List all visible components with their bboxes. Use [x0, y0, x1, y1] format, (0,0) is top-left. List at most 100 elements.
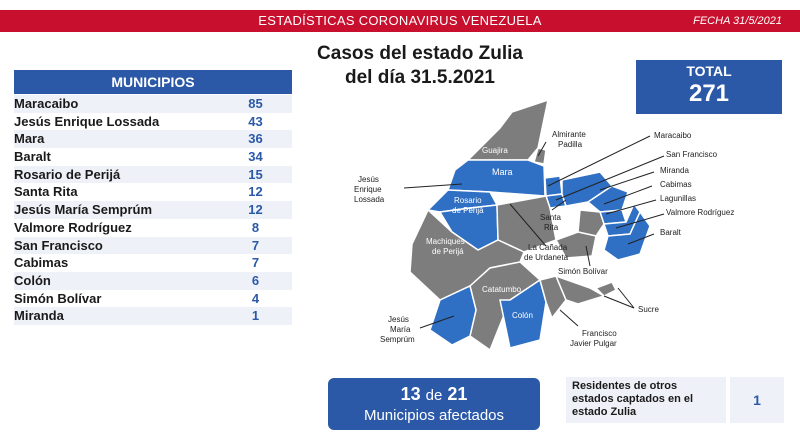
municipio-name: Santa Rita — [14, 184, 78, 200]
region-maracaibo — [544, 175, 563, 197]
region-almirante-padilla — [533, 147, 547, 165]
title-line-2: del día 31.5.2021 — [345, 67, 495, 88]
label-lagunillas: Lagunillas — [660, 194, 696, 203]
municipio-value: 7 — [251, 237, 260, 253]
municipio-name: Valmore Rodríguez — [14, 219, 132, 235]
label-jms-1: Jesús — [388, 315, 409, 324]
total-box: TOTAL 271 — [636, 60, 782, 114]
label-jms-2: María — [390, 325, 411, 334]
table-row: Cabimas 7 — [14, 254, 292, 272]
leader-line-sucre-1 — [603, 295, 635, 309]
label-santa-rita-1: Santa — [540, 213, 561, 222]
municipio-value: 85 — [248, 96, 263, 111]
municipio-value: 34 — [248, 149, 263, 165]
label-mara: Mara — [492, 167, 513, 177]
affected-count-line: 13 de 21 — [328, 384, 540, 405]
top-banner: ESTADÍSTICAS CORONAVIRUS VENEZUELA FECHA… — [0, 10, 800, 32]
table-row: Baralt 34 — [14, 148, 292, 166]
region-mara — [446, 159, 546, 197]
label-san-francisco: San Francisco — [666, 150, 718, 159]
table-row: Valmore Rodríguez 8 — [14, 219, 292, 237]
table-row: Rosario de Perijá 15 — [14, 165, 292, 184]
table-row: San Francisco 7 — [14, 236, 292, 255]
table-row: Jesús Enrique Lossada 43 — [14, 113, 292, 131]
affected-total: 21 — [447, 384, 468, 404]
title-line-1: Casos del estado Zulia — [317, 43, 523, 64]
affected-municipios-box: 13 de 21 Municipios afectados — [328, 378, 540, 430]
municipio-value: 12 — [248, 202, 263, 218]
table-row: Miranda 1 — [14, 307, 292, 325]
municipio-name: San Francisco — [14, 237, 103, 253]
table-row: Santa Rita 12 — [14, 183, 292, 201]
region-sucre-east — [594, 281, 618, 297]
label-machiques-2: de Perijá — [432, 247, 464, 256]
leader-line-jesus-maria-semprum — [419, 315, 455, 329]
leader-line-almirante — [537, 141, 547, 157]
municipio-name: Mara — [14, 131, 45, 147]
banner-date: FECHA 31/5/2021 — [693, 15, 782, 27]
leader-line-miranda — [599, 171, 655, 191]
label-baralt: Baralt — [660, 228, 682, 237]
label-rosario-1: Rosario — [454, 196, 482, 205]
label-rosario-2: de Perijá — [452, 206, 484, 215]
municipios-table: Maracaibo 85 Jesús Enrique Lossada 43 Mara… — [14, 95, 292, 325]
region-jesus-maria-semprum — [429, 284, 477, 346]
municipio-value: 36 — [248, 131, 263, 147]
municipio-value: 43 — [248, 113, 263, 129]
leader-line-santa-rita — [551, 199, 567, 211]
municipio-name: Miranda — [14, 308, 64, 324]
municipio-value: 1 — [251, 308, 260, 324]
label-colon: Colón — [512, 311, 533, 320]
region-miranda — [586, 185, 629, 213]
municipio-value: 4 — [251, 290, 260, 306]
leader-line-jesus-enrique-lossada — [403, 183, 463, 189]
region-guajira — [466, 98, 550, 161]
label-jel-2: Enrique — [354, 185, 382, 194]
label-sucre: Sucre — [638, 305, 659, 314]
region-simon-bolivar — [554, 231, 597, 259]
municipio-value: 6 — [251, 272, 260, 288]
municipio-value: 8 — [251, 219, 260, 235]
label-catatumbo: Catatumbo — [482, 285, 522, 294]
residents-value: 1 — [730, 377, 784, 423]
table-row: Maracaibo 85 — [14, 95, 292, 113]
municipio-name: Baralt — [14, 149, 51, 165]
affected-label: Municipios afectados — [363, 407, 505, 424]
label-almirante-1: Almirante — [552, 130, 586, 139]
region-lagunillas — [577, 209, 605, 237]
region-baralt — [603, 210, 651, 261]
label-jel-3: Lossada — [354, 195, 385, 204]
leader-line-valmore — [615, 213, 665, 229]
label-canada-2: de Urdaneta — [524, 253, 569, 262]
affected-count: 13 — [400, 384, 421, 404]
label-maracaibo: Maracaibo — [654, 131, 692, 140]
leader-line-san-francisco — [555, 155, 665, 201]
municipio-name: Cabimas — [14, 255, 69, 271]
label-simon-bolivar: Simón Bolívar — [558, 267, 608, 276]
municipio-name: Simón Bolívar — [14, 290, 102, 306]
total-value: 271 — [688, 80, 730, 107]
leader-line-francisco-javier-pulgar — [559, 309, 579, 327]
municipio-name: Rosario de Perijá — [14, 166, 121, 182]
label-jms-3: Semprúm — [380, 335, 415, 344]
leader-line-cabimas — [603, 185, 653, 205]
label-miranda: Miranda — [660, 166, 689, 175]
label-cabimas: Cabimas — [660, 180, 692, 189]
page-title: Casos del estado Zulia del día 31.5.2021 — [290, 42, 550, 90]
table-row: Jesús María Semprúm 12 — [14, 201, 292, 219]
label-santa-rita-2: Rita — [544, 223, 559, 232]
municipio-name: Jesús Enrique Lossada — [14, 113, 160, 129]
leader-line-la-canada — [509, 203, 547, 247]
label-jel-1: Jesús — [358, 175, 379, 184]
municipio-value: 15 — [248, 166, 263, 182]
leader-line-sucre-2 — [617, 287, 635, 309]
label-guajira: Guajira — [482, 146, 508, 155]
label-fjp-2: Javier Pulgar — [570, 339, 617, 348]
region-francisco-javier-pulgar — [539, 275, 567, 320]
label-machiques-1: Machiques — [426, 237, 465, 246]
leader-line-maracaibo — [547, 135, 651, 187]
municipio-name: Jesús María Semprúm — [14, 202, 153, 218]
table-row: Colón 6 — [14, 271, 292, 290]
municipio-value: 7 — [251, 255, 260, 271]
label-fjp-1: Francisco — [582, 329, 617, 338]
